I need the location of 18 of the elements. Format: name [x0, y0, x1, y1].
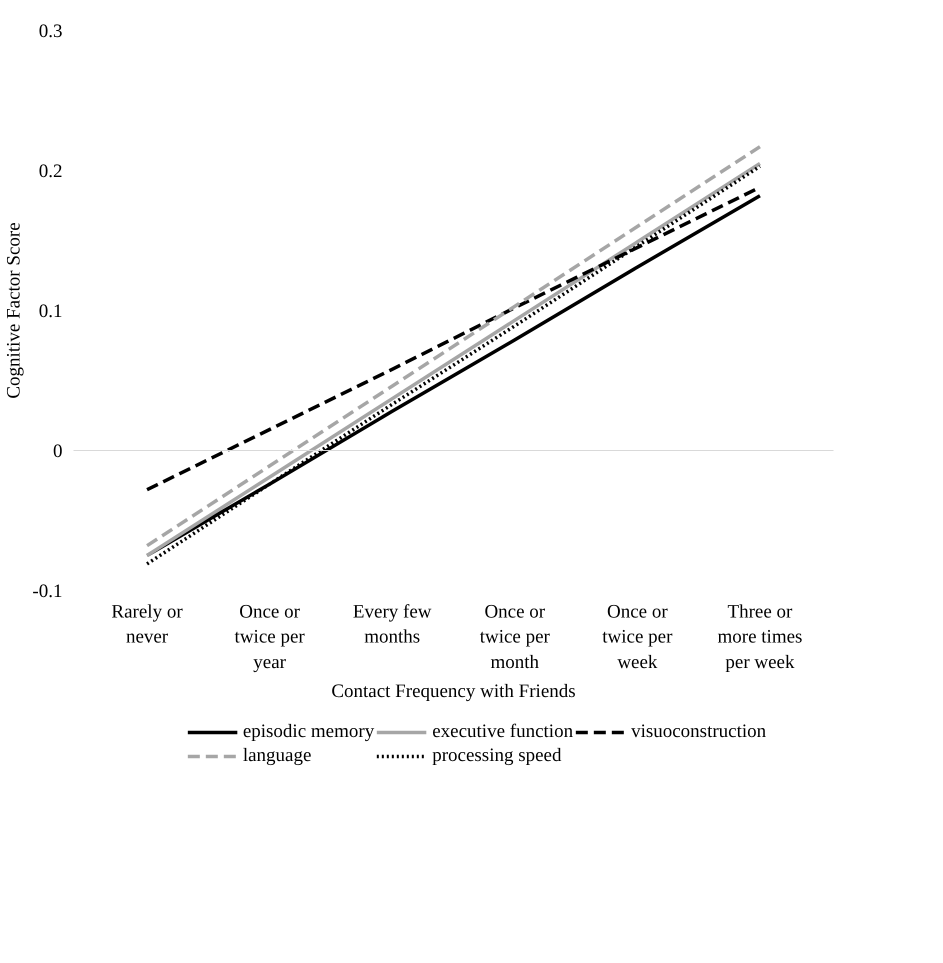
x-tick-label: Rarely or never [111, 602, 184, 648]
y-tick-label: 0 [53, 441, 62, 462]
x-tick-label: Three or more times per week [717, 602, 802, 673]
legend-label: executive function [432, 721, 574, 743]
y-tick-label: -0.1 [32, 581, 62, 602]
x-tick-label: Once or twice per month [480, 602, 551, 673]
y-tick-label: 0.3 [38, 21, 62, 42]
x-tick-label: Every few months [352, 602, 432, 648]
legend-label: episodic memory [242, 721, 374, 743]
x-tick-label: Once or twice per year [234, 602, 306, 673]
legend-label: visuoconstruction [631, 721, 766, 743]
y-tick-label: 0.2 [38, 161, 62, 182]
y-axis-title: Cognitive Factor Score [3, 222, 24, 399]
legend-label: language [242, 745, 312, 767]
legend-label: processing speed [432, 745, 562, 767]
y-tick-label: 0.1 [38, 301, 62, 322]
x-axis-title: Contact Frequency with Friends [331, 680, 576, 702]
x-tick-label: Once or twice per week [602, 602, 674, 673]
